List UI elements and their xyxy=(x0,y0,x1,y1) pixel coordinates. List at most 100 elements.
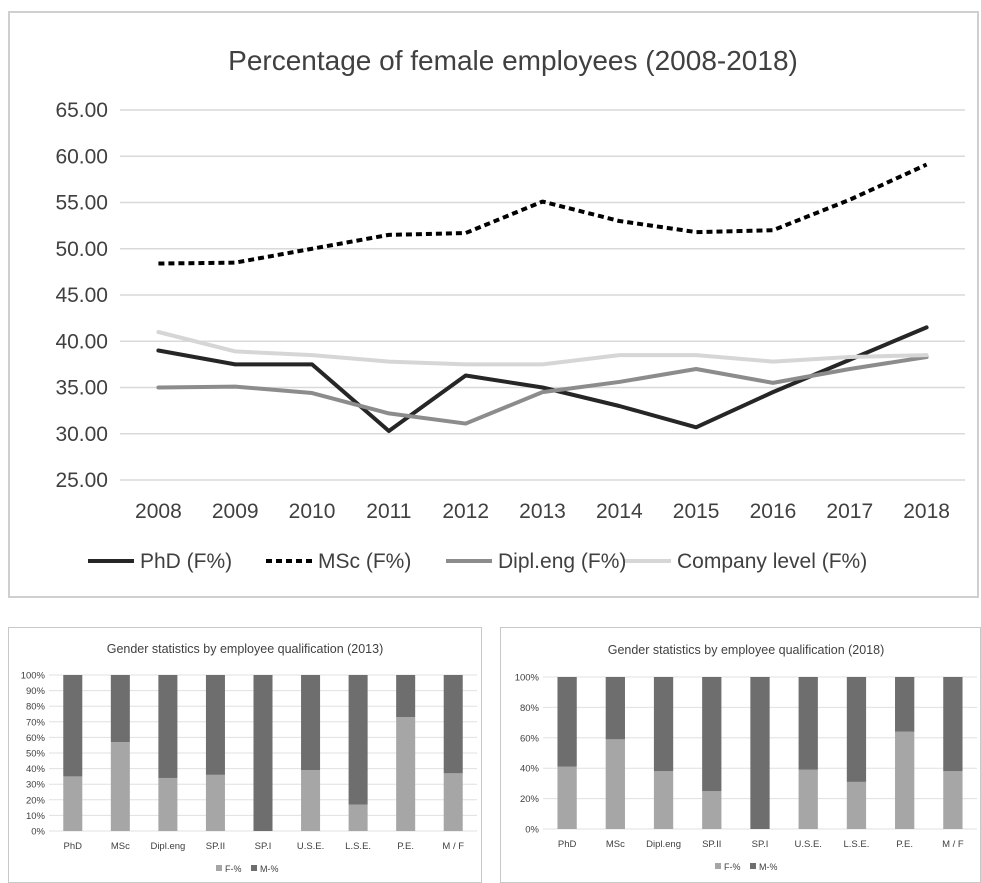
x-tick-label: L.S.E. xyxy=(345,841,371,852)
x-tick-label: 2009 xyxy=(212,500,259,523)
y-tick-label: 40.00 xyxy=(55,330,108,353)
x-tick-label: P.E. xyxy=(896,839,913,850)
x-tick-label: 2012 xyxy=(442,500,489,523)
bar-segment xyxy=(943,677,963,772)
x-tick-label: PhD xyxy=(558,839,577,850)
y-tick-label: 0% xyxy=(31,827,45,838)
bar-segment xyxy=(605,739,625,829)
y-tick-label: 30% xyxy=(26,780,46,791)
y-tick-label: 40% xyxy=(520,764,540,775)
y-tick-label: 90% xyxy=(26,686,46,697)
x-tick-label: PhD xyxy=(64,841,83,852)
x-tick-label: 2011 xyxy=(366,500,411,523)
bar-segment xyxy=(653,677,674,772)
bar-chart-2018-panel: Gender statistics by employee qualificat… xyxy=(500,627,981,883)
legend-label: PhD (F%) xyxy=(140,550,232,573)
bar-segment xyxy=(158,777,178,831)
bar-chart-2018-title: Gender statistics by employee qualificat… xyxy=(608,643,885,657)
line-chart-panel: Percentage of female employees (2008-201… xyxy=(8,11,979,598)
bar-chart-2013: Gender statistics by employee qualificat… xyxy=(21,642,477,874)
series-line xyxy=(156,330,929,367)
x-tick-label: 2008 xyxy=(135,500,182,523)
y-tick-label: 100% xyxy=(515,673,540,684)
legend-label: Dipl.eng (F%) xyxy=(498,550,626,573)
legend-label: M-% xyxy=(260,864,279,874)
bar-segment xyxy=(253,675,273,831)
y-tick-label: 65.00 xyxy=(55,99,108,122)
x-tick-label: MSc xyxy=(111,841,130,852)
bar-chart-2018: Gender statistics by employee qualificat… xyxy=(515,643,977,872)
bar-segment xyxy=(846,677,867,782)
x-tick-label: Dipl.eng xyxy=(150,841,185,852)
y-tick-label: 80% xyxy=(520,703,540,714)
bar-segment xyxy=(205,774,225,831)
line-chart-title: Percentage of female employees (2008-201… xyxy=(228,45,798,76)
bar-chart-2013-title: Gender statistics by employee qualificat… xyxy=(107,642,384,656)
x-tick-label: U.S.E. xyxy=(794,839,821,850)
legend-label: F-% xyxy=(225,864,242,874)
bar-segment xyxy=(110,675,130,743)
bar-segment xyxy=(702,677,722,791)
x-tick-label: MSc xyxy=(606,839,625,850)
legend-label: M-% xyxy=(759,862,778,872)
x-tick-label: 2015 xyxy=(673,500,720,523)
x-tick-label: Dipl.eng xyxy=(646,839,681,850)
x-tick-label: 2017 xyxy=(826,500,873,523)
x-tick-label: M / F xyxy=(442,841,464,852)
bar-segment xyxy=(396,675,416,718)
legend-label: Company level (F%) xyxy=(677,550,867,573)
bar-segment xyxy=(110,742,130,831)
bar-segment xyxy=(205,675,225,775)
y-tick-label: 0% xyxy=(525,825,539,836)
y-tick-label: 50.00 xyxy=(55,238,108,261)
y-tick-label: 40% xyxy=(26,764,46,775)
y-tick-label: 45.00 xyxy=(55,284,108,307)
line-chart: Percentage of female employees (2008-201… xyxy=(55,45,965,573)
bar-segment xyxy=(396,717,416,831)
bar-segment xyxy=(348,675,368,805)
bar-segment xyxy=(798,677,818,770)
y-tick-label: 30.00 xyxy=(55,423,108,446)
x-tick-label: U.S.E. xyxy=(297,841,324,852)
bar-segment xyxy=(557,766,577,829)
y-tick-label: 60.00 xyxy=(55,145,108,168)
legend-label: F-% xyxy=(724,862,741,872)
bar-segment xyxy=(798,769,818,829)
y-tick-label: 10% xyxy=(26,811,46,822)
x-tick-label: 2016 xyxy=(750,500,797,523)
bar-segment xyxy=(895,731,915,829)
legend-swatch xyxy=(715,863,721,869)
y-tick-label: 20% xyxy=(26,795,46,806)
series-line xyxy=(158,162,928,266)
x-tick-label: M / F xyxy=(942,839,964,850)
x-tick-label: 2014 xyxy=(596,500,643,523)
bar-segment xyxy=(750,677,770,829)
series-line xyxy=(156,354,929,426)
bar-segment xyxy=(301,675,321,771)
series-line xyxy=(156,325,929,433)
bar-segment xyxy=(557,677,577,767)
legend-label: MSc (F%) xyxy=(318,550,411,573)
bar-segment xyxy=(443,773,463,831)
legend-swatch xyxy=(750,863,756,869)
bar-segment xyxy=(895,677,915,732)
x-tick-label: SP.II xyxy=(206,841,225,852)
bar-segment xyxy=(63,675,83,777)
x-tick-label: SP.I xyxy=(752,839,769,850)
y-tick-label: 60% xyxy=(26,733,46,744)
y-tick-label: 100% xyxy=(21,671,46,682)
bar-segment xyxy=(702,791,722,829)
x-tick-label: 2010 xyxy=(289,500,336,523)
bar-segment xyxy=(63,776,83,831)
x-tick-label: 2013 xyxy=(519,500,566,523)
y-tick-label: 20% xyxy=(520,794,540,805)
x-tick-label: L.S.E. xyxy=(844,839,870,850)
x-tick-label: P.E. xyxy=(397,841,414,852)
y-tick-label: 60% xyxy=(520,733,540,744)
y-tick-label: 80% xyxy=(26,702,46,713)
y-tick-label: 55.00 xyxy=(55,192,108,215)
x-tick-label: 2018 xyxy=(903,500,950,523)
bar-segment xyxy=(605,677,625,740)
y-tick-label: 35.00 xyxy=(55,377,108,400)
bar-segment xyxy=(301,770,321,831)
